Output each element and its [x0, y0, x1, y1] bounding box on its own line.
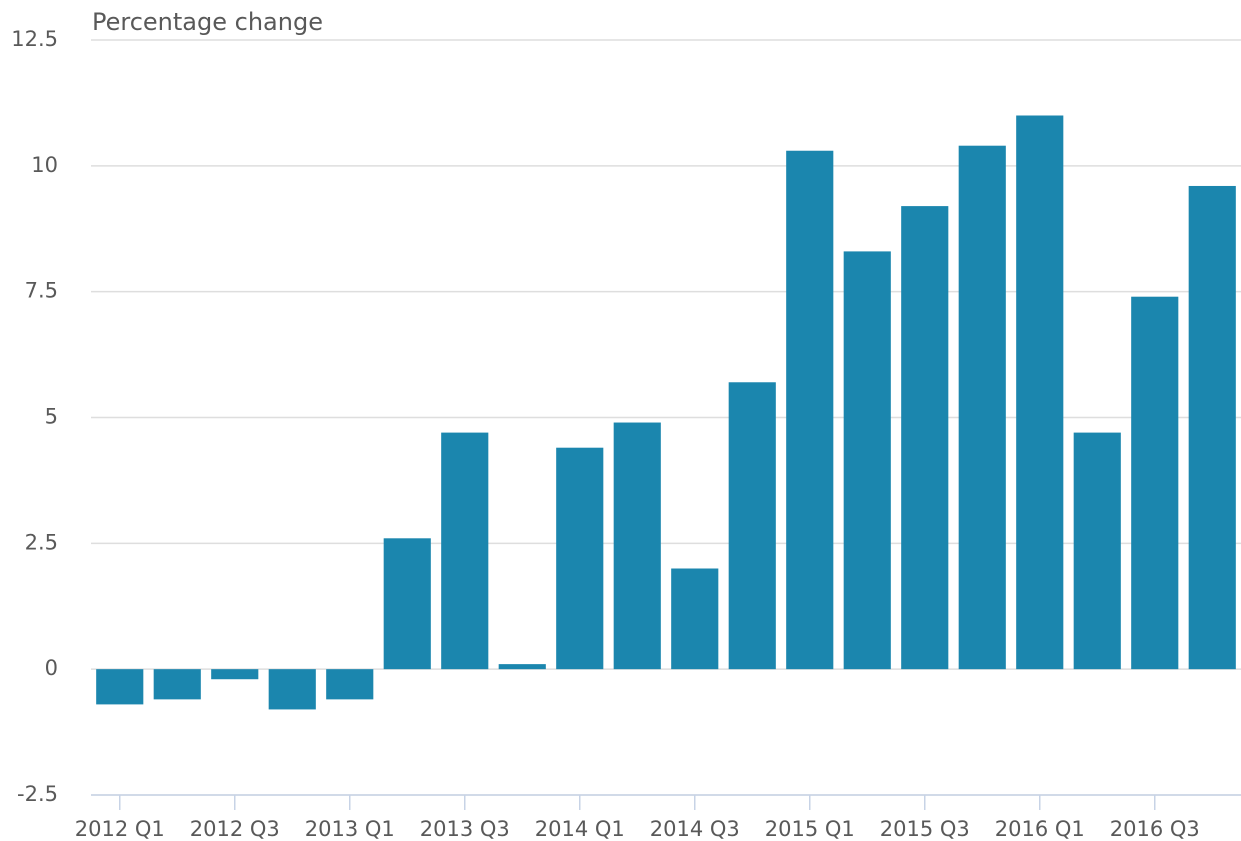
- bar: [96, 669, 144, 705]
- bar: [843, 251, 891, 670]
- bar: [901, 206, 949, 670]
- y-tick-label: 12.5: [11, 27, 58, 51]
- bar: [1073, 432, 1121, 670]
- y-tick-label: 0: [45, 656, 58, 680]
- bar: [1188, 185, 1236, 670]
- x-tick-label: 2013 Q1: [305, 817, 395, 841]
- bar: [613, 422, 661, 670]
- bar: [958, 145, 1006, 670]
- bar: [1131, 296, 1179, 670]
- x-tick-label: 2012 Q3: [190, 817, 280, 841]
- y-tick-label: 2.5: [25, 530, 58, 554]
- y-tick-label: 7.5: [25, 279, 58, 303]
- y-tick-label: -2.5: [17, 782, 58, 806]
- bar: [211, 669, 259, 680]
- x-tick-label: 2016 Q1: [995, 817, 1085, 841]
- bar: [498, 664, 546, 670]
- x-tick-label: 2016 Q3: [1110, 817, 1200, 841]
- bar: [383, 538, 431, 670]
- bar: [556, 447, 604, 670]
- y-tick-label: 5: [45, 405, 58, 429]
- x-tick-label: 2015 Q1: [765, 817, 855, 841]
- bar: [268, 669, 316, 710]
- y-tick-label: 10: [31, 153, 58, 177]
- bar: [153, 669, 201, 700]
- bar: [441, 432, 489, 670]
- x-tick-label: 2014 Q1: [535, 817, 625, 841]
- bar: [1016, 115, 1064, 670]
- x-tick-label: 2012 Q1: [75, 817, 165, 841]
- bar: [671, 568, 719, 670]
- y-axis-label: Percentage change: [92, 8, 323, 36]
- x-tick-label: 2015 Q3: [880, 817, 970, 841]
- x-tick-label: 2014 Q3: [650, 817, 740, 841]
- bar: [326, 669, 374, 700]
- x-tick-label: 2013 Q3: [420, 817, 510, 841]
- bar: [786, 150, 834, 670]
- bar: [728, 382, 776, 670]
